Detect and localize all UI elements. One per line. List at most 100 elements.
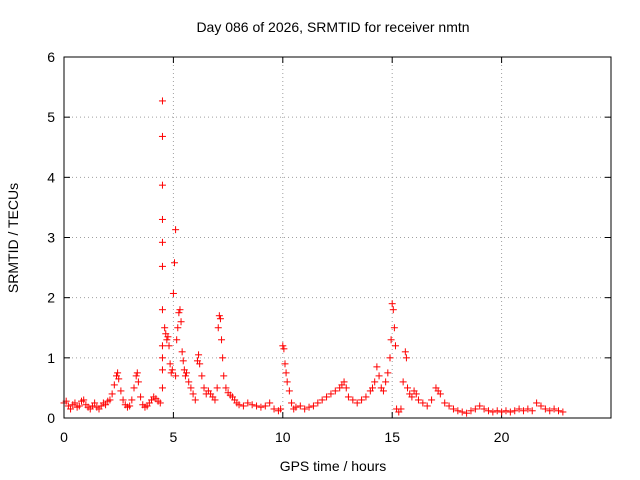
data-point [164,333,172,341]
data-point [222,384,230,392]
data-point [174,324,182,332]
data-point [281,360,289,368]
data-point [282,369,290,377]
data-point [108,390,116,398]
data-point [445,402,453,410]
data-point [399,378,407,386]
data-point [133,369,141,377]
data-point [134,378,142,386]
y-axis-label: SRMTID / TECUs [5,183,21,293]
data-point [183,369,191,377]
data-point [179,357,187,365]
data-point [391,342,399,350]
data-point [340,378,348,386]
data-point [161,324,169,332]
data-point [467,407,475,415]
y-tick-label: 3 [47,230,55,246]
data-point [158,342,166,350]
data-point [213,384,221,392]
data-point [211,396,219,404]
data-point [285,387,293,395]
chart-title: Day 086 of 2026, SRMTID for receiver nmt… [196,19,469,35]
data-point [158,181,166,189]
data-point [166,360,174,368]
data-point [301,405,309,413]
data-point [401,348,409,356]
data-point [423,402,431,410]
data-point [454,407,462,415]
data-point [191,396,199,404]
data-point [235,401,243,409]
data-point [463,409,471,417]
data-point [389,306,397,314]
data-point [248,401,256,409]
x-axis-label: GPS time / hours [280,458,387,474]
data-point [216,315,224,323]
data-point [137,393,145,401]
data-point [172,372,180,380]
data-point [493,407,501,415]
data-point [173,336,181,344]
x-tick-label: 15 [384,429,400,445]
data-point [126,402,134,410]
data-point [220,372,228,380]
x-tick-label: 5 [170,429,178,445]
data-point [515,405,523,413]
data-point [132,372,140,380]
data-point [185,378,193,386]
data-point [102,401,110,409]
data-point [239,402,247,410]
data-point [541,405,549,413]
data-point [253,402,261,410]
data-point [181,372,189,380]
data-point [165,342,173,350]
data-point [546,407,554,415]
data-point [244,399,252,407]
data-point [158,262,166,270]
ticks: 0 1 2 3 4 5 6 0 5 10 15 20 [47,49,611,445]
data-point [358,396,366,404]
data-point [163,336,171,344]
data-point [375,372,383,380]
data-point [196,360,204,368]
data-point [261,402,269,410]
data-point [484,407,492,415]
data-point [480,405,488,413]
data-point [402,354,410,362]
data-point [318,396,326,404]
data-point [498,408,506,416]
data-point [502,407,510,415]
data-point [387,336,395,344]
data-point [412,390,420,398]
data-point [117,387,125,395]
data-point [106,396,114,404]
data-point [169,289,177,297]
data-point [215,312,223,320]
data-point [195,351,203,359]
data-point [119,396,127,404]
data-point [362,393,370,401]
x-tick-label: 20 [494,429,510,445]
data-point [441,399,449,407]
data-point [167,369,175,377]
data-point [67,405,75,413]
data-point [178,348,186,356]
data-point [323,393,331,401]
data-point [115,375,123,383]
data-point [511,407,519,415]
data-point [170,259,178,267]
data-point [327,390,335,398]
data-point [471,405,479,413]
y-tick-label: 1 [47,350,55,366]
data-point [219,354,227,362]
data-point [266,399,274,407]
data-point [458,408,466,416]
data-point [369,384,377,392]
data-point [331,387,339,395]
data-point [158,215,166,223]
data-points [60,97,567,417]
data-point [158,306,166,314]
data-point [168,366,176,374]
data-point [172,226,180,234]
